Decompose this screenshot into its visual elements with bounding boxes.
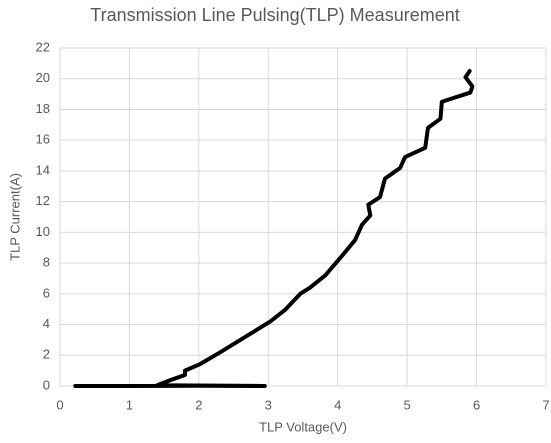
y-tick-label: 16 xyxy=(36,132,50,147)
x-tick-label: 7 xyxy=(542,397,549,412)
x-tick-label: 0 xyxy=(56,397,63,412)
y-tick-label: 4 xyxy=(43,316,50,331)
x-tick-label: 2 xyxy=(195,397,202,412)
y-axis-label: TLP Current(A) xyxy=(7,173,22,261)
y-tick-label: 20 xyxy=(36,70,50,85)
chart-title: Transmission Line Pulsing(TLP) Measureme… xyxy=(90,5,459,25)
y-tick-label: 6 xyxy=(43,285,50,300)
y-tick-label: 0 xyxy=(43,377,50,392)
y-tick-label: 2 xyxy=(43,347,50,362)
y-tick-label: 8 xyxy=(43,255,50,270)
x-tick-label: 5 xyxy=(404,397,411,412)
data-line xyxy=(73,69,475,388)
x-axis-label: TLP Voltage(V) xyxy=(259,419,347,434)
y-tick-label: 12 xyxy=(36,193,50,208)
y-tick-label: 22 xyxy=(36,39,50,54)
y-tick-label: 14 xyxy=(36,162,50,177)
x-tick-label: 3 xyxy=(265,397,272,412)
x-tick-label: 4 xyxy=(334,397,341,412)
x-tick-label: 1 xyxy=(126,397,133,412)
y-tick-label: 18 xyxy=(36,101,50,116)
x-tick-label: 6 xyxy=(473,397,480,412)
y-tick-label: 10 xyxy=(36,224,50,239)
